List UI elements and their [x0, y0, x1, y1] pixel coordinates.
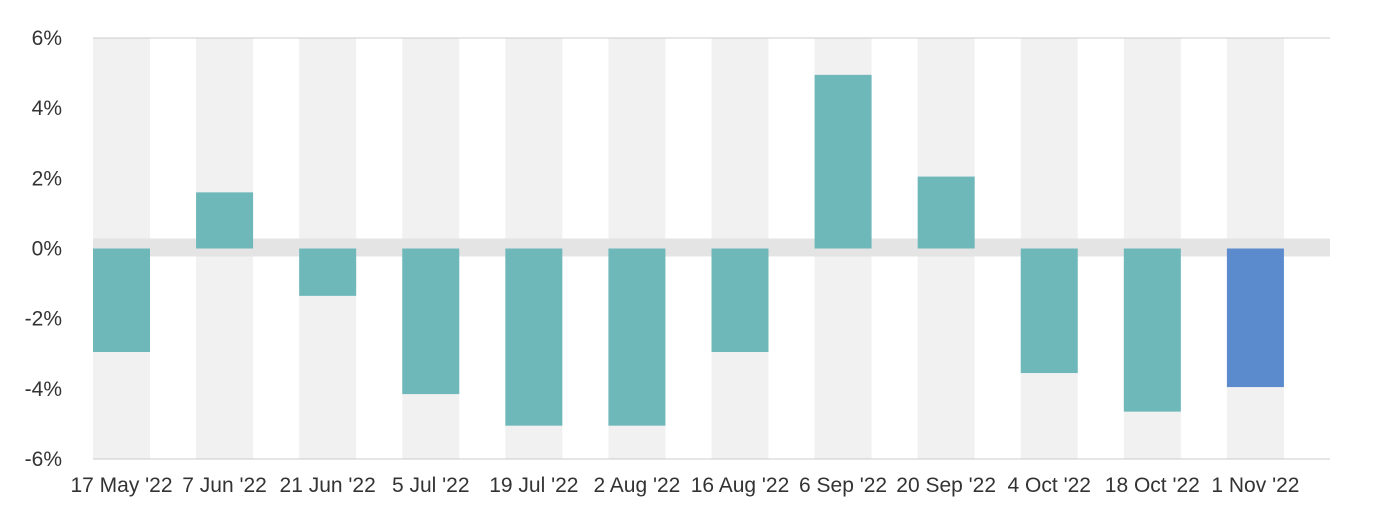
- y-tick-label: 2%: [32, 167, 62, 190]
- bars: [93, 74, 1284, 426]
- bar: [711, 248, 769, 352]
- y-tick-label: 0%: [32, 238, 62, 261]
- x-tick-label: 21 Jun '22: [280, 474, 376, 497]
- x-tick-label: 20 Sep '22: [896, 474, 996, 497]
- bar: [1226, 248, 1284, 388]
- y-tick-label: -6%: [25, 448, 62, 471]
- y-tick-label: -4%: [25, 378, 62, 401]
- bar: [299, 248, 357, 296]
- bar: [917, 176, 975, 249]
- x-tick-label: 6 Sep '22: [799, 474, 887, 497]
- x-tick-label: 19 Jul '22: [489, 474, 578, 497]
- x-tick-label: 7 Jun '22: [182, 474, 267, 497]
- bar: [93, 248, 150, 352]
- y-tick-label: -2%: [25, 308, 62, 331]
- x-tick-label: 18 Oct '22: [1105, 474, 1200, 497]
- y-axis-ticks: 6% 4% 2% 0% -2% -4% -6%: [25, 27, 62, 471]
- x-axis-ticks: 17 May '22 7 Jun '22 21 Jun '22 5 Jul '22 19…: [70, 474, 1299, 497]
- x-tick-label: 1 Nov '22: [1211, 474, 1299, 497]
- x-tick-label: 4 Oct '22: [1008, 474, 1091, 497]
- bar: [505, 248, 563, 426]
- bar: [1020, 248, 1078, 374]
- x-tick-label: 5 Jul '22: [392, 474, 470, 497]
- bar: [1123, 248, 1181, 412]
- bar: [814, 74, 872, 249]
- x-tick-label: 16 Aug '22: [691, 474, 790, 497]
- bar: [196, 192, 254, 249]
- x-tick-label: 17 May '22: [70, 474, 172, 497]
- y-tick-label: 4%: [32, 97, 62, 120]
- x-tick-label: 2 Aug '22: [593, 474, 680, 497]
- bar: [608, 248, 666, 426]
- y-tick-label: 6%: [32, 27, 62, 50]
- bar: [402, 248, 460, 395]
